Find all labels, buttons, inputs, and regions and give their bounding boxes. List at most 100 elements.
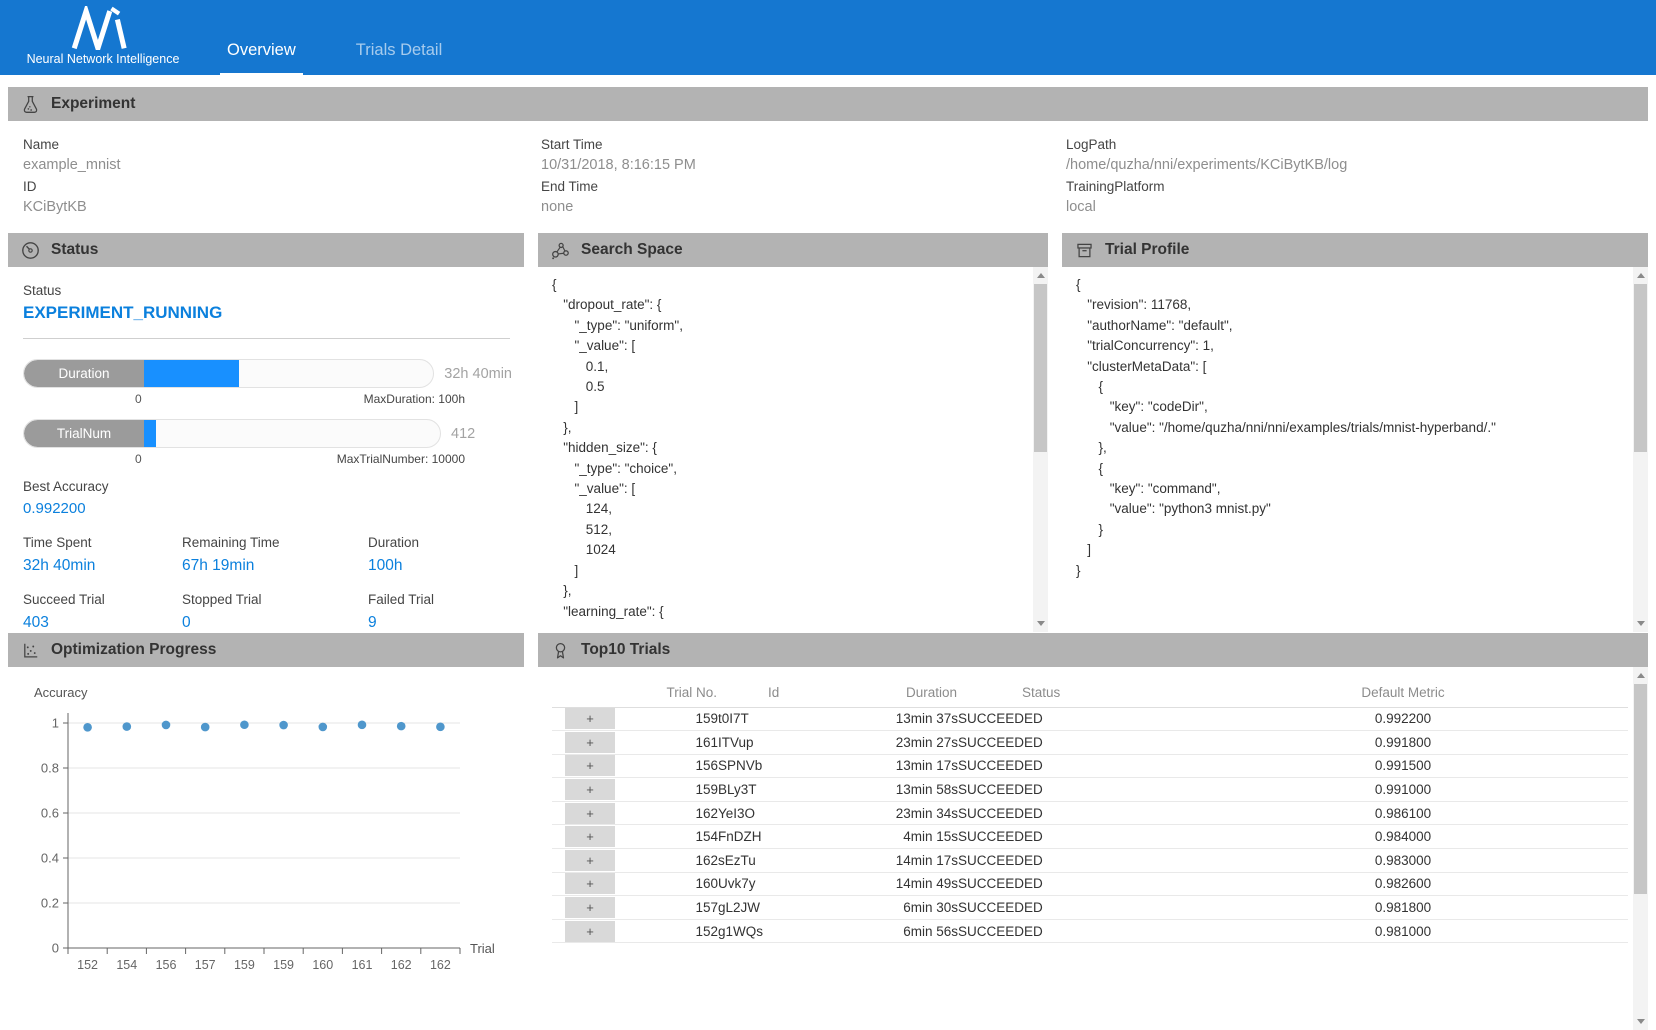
optimization-progress-panel: Optimization Progress 00.20.40.60.811521… bbox=[8, 633, 524, 1030]
expand-row-button[interactable]: + bbox=[565, 850, 615, 871]
scroll-down-icon[interactable] bbox=[1033, 616, 1048, 631]
search-space-panel-header: Search Space bbox=[538, 233, 1048, 267]
cell-default-metric: 0.992200 bbox=[1178, 707, 1628, 731]
search-space-json: { "dropout_rate": { "_type": "uniform", … bbox=[552, 275, 1026, 622]
progress-bar-row: Duration 32h 40min bbox=[23, 359, 512, 388]
cell-duration: 13min 37s bbox=[828, 707, 958, 731]
medal-icon bbox=[551, 641, 570, 660]
cell-default-metric: 0.991800 bbox=[1178, 731, 1628, 755]
cell-duration: 23min 27s bbox=[828, 731, 958, 755]
progress-bar-value: 32h 40min bbox=[444, 366, 512, 382]
cell-default-metric: 0.991500 bbox=[1178, 754, 1628, 778]
expand-row-button[interactable]: + bbox=[565, 779, 615, 800]
cell-id: SPNVb bbox=[718, 754, 828, 778]
trial-profile-panel-title: Trial Profile bbox=[1105, 241, 1189, 259]
experiment-status-value: EXPERIMENT_RUNNING bbox=[23, 303, 512, 323]
experiment-panel-title: Experiment bbox=[51, 95, 135, 113]
svg-text:160: 160 bbox=[312, 958, 333, 972]
scroll-down-icon[interactable] bbox=[1633, 616, 1648, 631]
expand-cell: + bbox=[552, 825, 618, 849]
table-row: +161ITVup23min 27sSUCCEEDED0.991800 bbox=[552, 731, 1628, 755]
progress-bar-label: TrialNum bbox=[24, 420, 144, 447]
expand-row-button[interactable]: + bbox=[565, 826, 615, 847]
expand-row-button[interactable]: + bbox=[565, 803, 615, 824]
svg-text:1: 1 bbox=[52, 716, 59, 731]
stat-value: 403 bbox=[23, 614, 182, 632]
scroll-down-icon[interactable] bbox=[1633, 1014, 1648, 1029]
cell-default-metric: 0.982600 bbox=[1178, 872, 1628, 896]
table-row: +159t0I7T13min 37sSUCCEEDED0.992200 bbox=[552, 707, 1628, 731]
cell-default-metric: 0.983000 bbox=[1178, 849, 1628, 873]
scroll-up-icon[interactable] bbox=[1633, 268, 1648, 283]
main-nav: Overview Trials Detail bbox=[220, 0, 495, 75]
progress-bars: Duration 32h 40min 0 MaxDuration: 100h Trial… bbox=[23, 359, 512, 466]
top10-scrollbar[interactable] bbox=[1633, 667, 1648, 1030]
scale-min: 0 bbox=[135, 452, 142, 466]
expand-row-button[interactable]: + bbox=[565, 921, 615, 942]
stat-label: Remaining Time bbox=[182, 535, 368, 550]
scatter-chart-icon bbox=[21, 641, 40, 660]
scroll-up-icon[interactable] bbox=[1033, 268, 1048, 283]
table-row: +162YeI3O23min 34sSUCCEEDED0.986100 bbox=[552, 801, 1628, 825]
trial-profile-panel: Trial Profile { "revision": 11768, "auth… bbox=[1062, 233, 1648, 632]
scrollbar-thumb[interactable] bbox=[1634, 684, 1647, 894]
field-label: Start Time bbox=[541, 137, 1066, 152]
svg-text:0: 0 bbox=[52, 941, 59, 956]
cell-trial-no: 157 bbox=[618, 896, 718, 920]
expand-cell: + bbox=[552, 801, 618, 825]
expand-row-button[interactable]: + bbox=[565, 755, 615, 776]
svg-text:156: 156 bbox=[156, 958, 177, 972]
field-value: /home/quzha/nni/experiments/KCiBytKB/log bbox=[1066, 157, 1648, 173]
expand-cell: + bbox=[552, 872, 618, 896]
cell-id: g1WQs bbox=[718, 919, 828, 943]
page-content: Experiment Nameexample_mnistIDKCiBytKBSt… bbox=[0, 75, 1656, 1030]
svg-text:0.2: 0.2 bbox=[41, 896, 59, 911]
cell-duration: 14min 49s bbox=[828, 872, 958, 896]
trial-profile-scrollbar[interactable] bbox=[1633, 267, 1648, 632]
scale-max: MaxTrialNumber: 10000 bbox=[337, 452, 465, 466]
cell-trial-no: 159 bbox=[618, 778, 718, 802]
status-stats: Time Spent32h 40minRemaining Time67h 19m… bbox=[23, 535, 512, 632]
tab-overview[interactable]: Overview bbox=[220, 41, 303, 75]
expand-row-button[interactable]: + bbox=[565, 732, 615, 753]
scrollbar-thumb[interactable] bbox=[1034, 284, 1047, 452]
cell-id: sEzTu bbox=[718, 849, 828, 873]
expand-row-button[interactable]: + bbox=[565, 873, 615, 894]
stat-cell: Succeed Trial403 bbox=[23, 592, 182, 632]
cell-id: FnDZH bbox=[718, 825, 828, 849]
progress-bar: Duration bbox=[23, 359, 434, 388]
svg-text:157: 157 bbox=[195, 958, 216, 972]
divider bbox=[23, 338, 510, 339]
cell-status: SUCCEEDED bbox=[958, 731, 1178, 755]
scale-max: MaxDuration: 100h bbox=[364, 392, 465, 406]
svg-text:162: 162 bbox=[430, 958, 451, 972]
middle-row: Status Status EXPERIMENT_RUNNING Duratio… bbox=[8, 233, 1648, 632]
stat-value: 9 bbox=[368, 614, 512, 632]
cell-status: SUCCEEDED bbox=[958, 754, 1178, 778]
tab-trials-detail[interactable]: Trials Detail bbox=[349, 41, 450, 75]
scrollbar-thumb[interactable] bbox=[1634, 284, 1647, 452]
field-value: none bbox=[541, 199, 1066, 215]
svg-text:154: 154 bbox=[116, 958, 137, 972]
scroll-up-icon[interactable] bbox=[1633, 668, 1648, 683]
cell-trial-no: 162 bbox=[618, 801, 718, 825]
cell-default-metric: 0.981800 bbox=[1178, 896, 1628, 920]
stat-value: 100h bbox=[368, 557, 512, 575]
svg-text:Accuracy: Accuracy bbox=[34, 685, 88, 700]
best-accuracy-label: Best Accuracy bbox=[23, 479, 512, 494]
top-navigation-bar: Neural Network Intelligence Overview Tri… bbox=[0, 0, 1656, 75]
stat-label: Failed Trial bbox=[368, 592, 512, 607]
cell-id: ITVup bbox=[718, 731, 828, 755]
svg-text:159: 159 bbox=[273, 958, 294, 972]
table-row: +157gL2JW6min 30sSUCCEEDED0.981800 bbox=[552, 896, 1628, 920]
svg-text:0.6: 0.6 bbox=[41, 806, 59, 821]
expand-row-button[interactable]: + bbox=[565, 897, 615, 918]
expand-cell: + bbox=[552, 919, 618, 943]
search-space-scrollbar[interactable] bbox=[1033, 267, 1048, 632]
progress-bar-fill bbox=[144, 360, 239, 387]
cell-default-metric: 0.986100 bbox=[1178, 801, 1628, 825]
svg-text:152: 152 bbox=[77, 958, 98, 972]
svg-text:162: 162 bbox=[391, 958, 412, 972]
experiment-panel: Experiment Nameexample_mnistIDKCiBytKBSt… bbox=[8, 87, 1648, 233]
expand-row-button[interactable]: + bbox=[565, 708, 615, 729]
